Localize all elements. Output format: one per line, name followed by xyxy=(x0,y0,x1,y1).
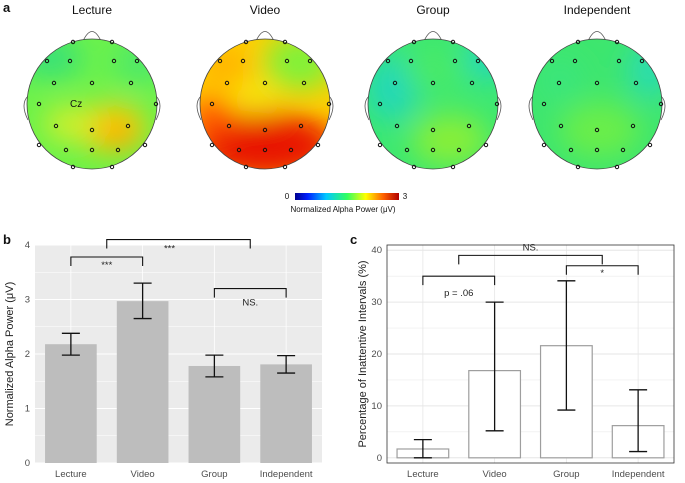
x-tick-label-lecture: Lecture xyxy=(55,469,87,480)
x-tick-label-lecture: Lecture xyxy=(407,469,439,480)
x-tick-label-video: Video xyxy=(131,469,155,480)
significance-label: p = .06 xyxy=(444,288,473,299)
colorbar-max: 3 xyxy=(403,192,408,201)
significance-label: *** xyxy=(101,260,112,271)
chart-c-ylabel: Percentage of Inattentive Intervals (%) xyxy=(357,260,369,447)
significance-bracket xyxy=(106,239,251,249)
headmap-independent xyxy=(528,31,666,170)
significance-bracket xyxy=(458,254,603,265)
colorbar-label: Normalized Alpha Power (μV) xyxy=(290,205,395,214)
headmap-title-independent: Independent xyxy=(564,3,631,17)
x-tick-label-independent: Independent xyxy=(612,469,665,480)
headmap-group xyxy=(364,31,502,170)
y-tick-label: 0 xyxy=(377,453,382,464)
significance-bracket xyxy=(565,265,639,275)
y-tick-label: 10 xyxy=(371,401,382,412)
bar-independent xyxy=(260,364,312,463)
significance-label: NS. xyxy=(523,242,539,253)
colorbar-min: 0 xyxy=(285,192,290,201)
chart-inattentive-intervals: p = .06 * NS. 0 10 20 30 40 Lecture Video Group I… xyxy=(357,242,675,480)
y-tick-label: 30 xyxy=(371,297,382,308)
x-tick-label-video: Video xyxy=(483,469,507,480)
headmap-title-lecture: Lecture xyxy=(72,3,112,17)
significance-label: NS. xyxy=(242,298,258,309)
significance-bracket xyxy=(422,275,496,286)
y-tick-label: 0 xyxy=(25,458,30,469)
significance-bracket xyxy=(70,256,144,266)
panel-label-a: a xyxy=(3,0,11,15)
y-tick-label: 40 xyxy=(371,245,382,256)
headmap-title-video: Video xyxy=(250,3,281,17)
x-tick-label-group: Group xyxy=(201,469,227,480)
x-tick-label-group: Group xyxy=(553,469,579,480)
bar-lecture xyxy=(45,344,97,463)
significance-label: *** xyxy=(164,244,175,255)
panel-label-c: c xyxy=(350,232,357,247)
colorbar: 0 3 Normalized Alpha Power (μV) xyxy=(285,192,408,214)
panel-border xyxy=(386,244,675,464)
y-tick-label: 20 xyxy=(371,349,382,360)
colorbar-gradient xyxy=(295,193,399,200)
headmap-lecture: Cz xyxy=(23,31,161,170)
bar-video xyxy=(116,301,169,463)
significance-bracket xyxy=(213,288,287,298)
y-tick-label: 1 xyxy=(25,404,30,415)
x-tick-label-independent: Independent xyxy=(260,469,313,480)
y-tick-label: 4 xyxy=(25,240,30,251)
headmap-title-group: Group xyxy=(416,3,450,17)
significance-label: * xyxy=(600,268,604,279)
panel-label-b: b xyxy=(3,232,11,247)
headmap-video xyxy=(196,31,334,170)
bar-group xyxy=(188,365,241,463)
chart-b-ylabel: Normalized Alpha Power (μV) xyxy=(4,282,16,427)
chart-alpha-power: *** *** NS. 0 1 2 3 4 Lecture Video Group Indepen… xyxy=(4,239,322,480)
electrode-label-cz: Cz xyxy=(70,99,82,110)
y-tick-label: 3 xyxy=(25,295,30,306)
y-tick-label: 2 xyxy=(25,349,30,360)
